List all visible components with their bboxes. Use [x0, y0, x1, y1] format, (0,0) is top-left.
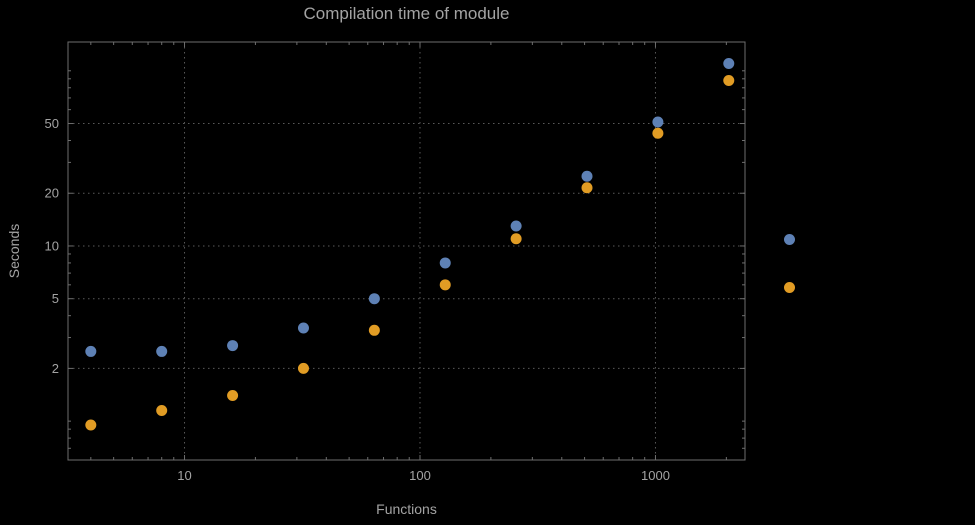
- blue-series-point: [85, 345, 97, 357]
- x-tick-label: 100: [409, 468, 431, 483]
- y-axis-label: Seconds: [6, 223, 22, 279]
- legend: [784, 234, 795, 293]
- orange-series-point: [439, 279, 451, 291]
- y-tick-label: 5: [52, 291, 59, 306]
- plot-frame: [67, 41, 746, 461]
- blue-series-point: [297, 322, 309, 334]
- chart-title: Compilation time of module: [303, 4, 510, 23]
- blue-series-point: [510, 220, 522, 232]
- y-tick-label: 20: [45, 186, 59, 201]
- blue-series-point: [723, 58, 735, 70]
- orange-series-point: [581, 182, 593, 194]
- x-tick-label: 10: [177, 468, 191, 483]
- orange-series-point: [227, 390, 239, 402]
- y-tick-label: 10: [45, 238, 59, 253]
- x-tick-label: 1000: [641, 468, 670, 483]
- orange-series-point: [723, 75, 735, 87]
- orange-series-point: [510, 233, 522, 245]
- blue-series-point: [439, 257, 451, 269]
- blue-series-point: [581, 170, 593, 182]
- blue-series-point: [156, 345, 168, 357]
- y-tick-label: 2: [52, 361, 59, 376]
- x-axis-label: Functions: [376, 501, 437, 517]
- blue-series-point: [368, 293, 380, 305]
- orange-series-point: [85, 419, 97, 431]
- y-tick-label: 50: [45, 116, 59, 131]
- orange-series-legend-marker: [784, 282, 795, 293]
- blue-series-point: [652, 116, 664, 128]
- orange-series-point: [368, 324, 380, 336]
- orange-series-point: [652, 127, 664, 139]
- orange-series-point: [156, 405, 168, 417]
- blue-series-point: [227, 340, 239, 352]
- blue-series-legend-marker: [784, 234, 795, 245]
- orange-series-point: [297, 362, 309, 374]
